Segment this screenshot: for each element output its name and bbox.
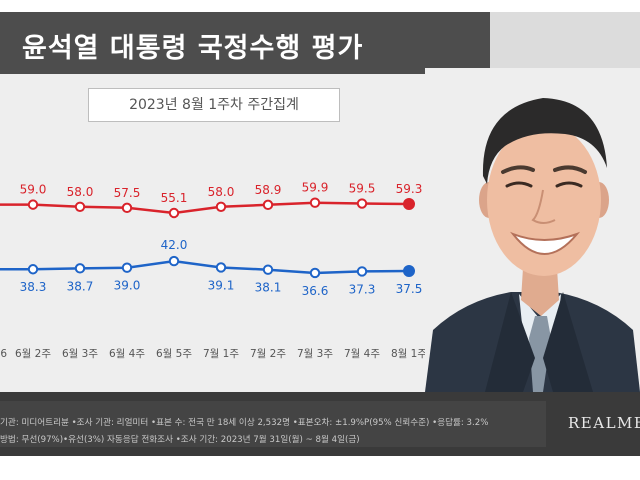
chart-subtitle: 2023년 8월 1주차 주간집계 [88, 88, 340, 122]
blue-series-value-label: 38.7 [67, 279, 94, 293]
blue-series-value-label: 38.1 [255, 281, 282, 295]
red-series-value-label: 59.3 [396, 182, 423, 196]
red-series-value-label: 59.0 [20, 183, 47, 197]
x-tick-label: 7월 4주 [344, 348, 380, 360]
red-series-point [356, 198, 368, 209]
blue-series-value-label: 36.6 [302, 284, 329, 298]
x-tick-label: 6월 5주 [156, 348, 192, 360]
blue-series-point [121, 262, 133, 273]
page-title: 윤석열 대통령 국정수행 평가 [22, 33, 364, 64]
x-tick-label: 6월 4주 [109, 348, 145, 360]
red-series-point [27, 199, 39, 210]
x-tick-label-fragment: 6 [0, 348, 7, 360]
blue-series-point [168, 255, 180, 267]
x-tick-label: 6월 3주 [62, 348, 98, 360]
blue-series-value-label: 38.3 [20, 280, 47, 294]
x-tick-label: 7월 3주 [297, 348, 333, 360]
red-series-value-label: 59.9 [302, 181, 329, 195]
title-block [0, 12, 490, 74]
x-tick-label: 6월 2주 [15, 348, 51, 360]
blue-series-point [215, 262, 227, 273]
bottom-band [0, 456, 640, 480]
red-series-value-label: 59.5 [349, 182, 376, 196]
red-series-value-label: 57.5 [114, 186, 141, 200]
blue-series-value-label: 39.1 [208, 278, 235, 292]
red-series-point [309, 197, 321, 208]
red-series-point [262, 199, 274, 211]
red-series-point [121, 202, 133, 214]
footer-method-info: 방법: 무선(97%)•유선(3%) 자동응답 전화조사 •조사 기간: 202… [0, 435, 360, 445]
x-tick-label: 7월 1주 [203, 348, 239, 360]
blue-series-value-label: 42.0 [161, 238, 188, 252]
red-series-value-label: 58.9 [255, 183, 282, 197]
approval-line-chart: 59.0 58.0 57.5 55.1 58.0 58.9 59.9 59.5 59.3 38.3… [0, 181, 427, 360]
red-series-point [403, 197, 415, 210]
blue-series-value-label: 37.3 [349, 282, 376, 296]
footer-info-box [0, 401, 546, 447]
president-portrait-photo [425, 68, 640, 392]
blue-series-point [27, 264, 39, 275]
red-series-value-label: 58.0 [208, 185, 235, 199]
blue-series-point [403, 265, 415, 277]
red-series-value-label: 58.0 [67, 185, 94, 199]
red-series-point [74, 201, 86, 212]
x-tick-label: 8월 1주 [391, 348, 427, 360]
red-series-point [168, 207, 180, 219]
blue-series-value-label: 39.0 [114, 279, 141, 293]
blue-series-point [356, 266, 368, 277]
footer-survey-info: 기관: 미디어트리뷴 •조사 기관: 리얼미터 •표본 수: 전국 만 18세 … [0, 418, 489, 428]
red-series-value-label: 55.1 [161, 191, 188, 205]
x-tick-label: 7월 2주 [250, 348, 286, 360]
blue-series-value-label: 37.5 [396, 282, 423, 296]
blue-series-point [262, 264, 274, 275]
blue-series-point [309, 267, 321, 279]
realmeter-logo: REALMETER [568, 414, 640, 432]
red-series-point [215, 201, 227, 212]
blue-series-point [74, 263, 86, 274]
